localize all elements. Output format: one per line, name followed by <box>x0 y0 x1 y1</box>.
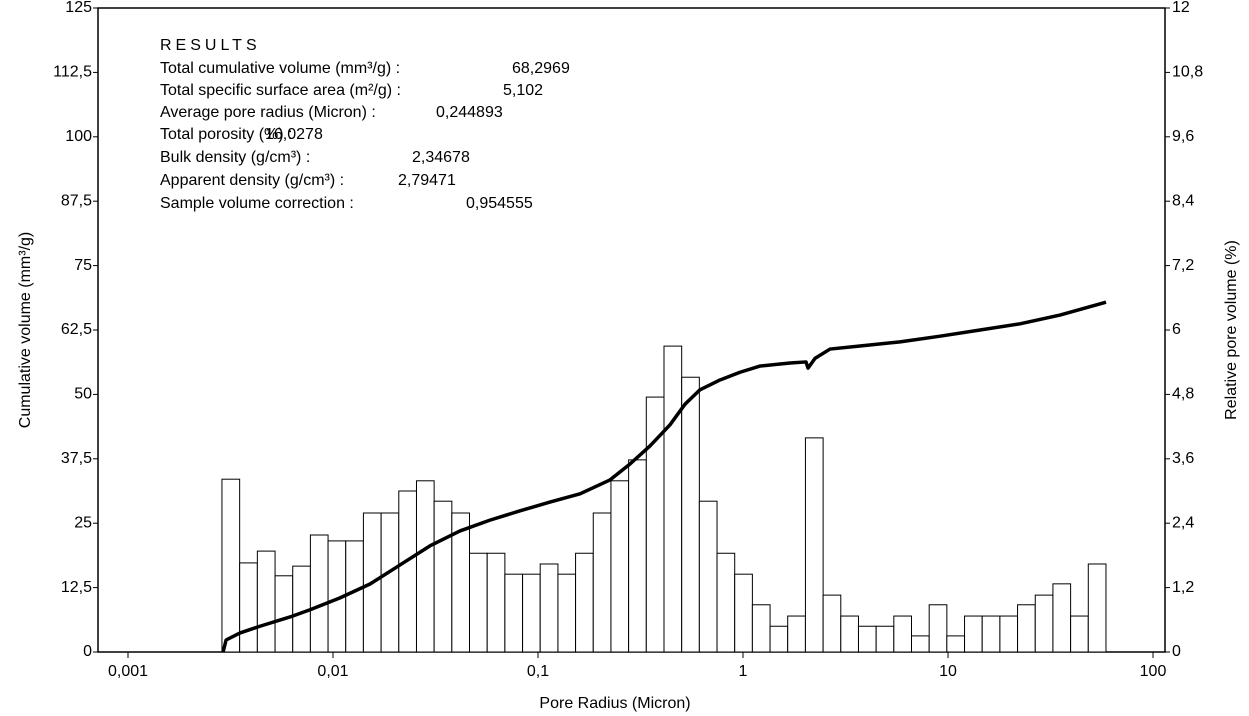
histogram-bar <box>1052 583 1072 653</box>
y-tick-label: 75 <box>74 257 92 274</box>
y-tick-label: 125 <box>65 0 92 16</box>
result-label: Sample volume correction : <box>160 195 354 212</box>
y2-axis-label: Relative pore volume (%) <box>1223 240 1240 420</box>
x-axis-label: Pore Radius (Micron) <box>539 695 690 712</box>
histogram-bar <box>575 552 594 653</box>
y2-tick-label: 1,2 <box>1172 579 1194 596</box>
histogram-bar <box>274 575 294 653</box>
histogram-bar <box>857 625 877 653</box>
result-label: Apparent density (g/cm³) : <box>160 172 345 189</box>
histogram-bar <box>681 376 700 653</box>
histogram-bar <box>946 635 966 653</box>
y2-tick-label: 7,2 <box>1172 257 1194 274</box>
histogram-bar <box>415 480 435 653</box>
y-tick-label: 112,5 <box>53 64 92 81</box>
result-label: Total specific surface area (m²/g) : <box>160 82 401 99</box>
histogram-bar <box>663 345 683 653</box>
histogram-bar <box>787 615 806 653</box>
y2-tick-label: 0 <box>1172 643 1181 660</box>
histogram-bar <box>539 563 559 653</box>
histogram-bar <box>964 615 983 653</box>
result-label: Total cumulative volume (mm³/g) : <box>160 60 401 77</box>
histogram-bar <box>433 500 453 653</box>
histogram-bar <box>822 594 842 653</box>
histogram-bar <box>469 552 488 653</box>
y2-tick-label: 8,4 <box>1172 192 1194 209</box>
histogram-bar <box>522 573 541 653</box>
histogram-bar <box>256 550 276 653</box>
histogram-bar <box>628 459 647 653</box>
y-tick-label: 100 <box>65 128 92 145</box>
histogram-bar <box>557 573 577 653</box>
result-value: 0,954555 <box>466 195 533 212</box>
histogram-bar <box>592 512 612 653</box>
results-title: RESULTS <box>160 37 261 54</box>
histogram-bar <box>928 604 948 653</box>
y-tick-label: 0 <box>83 643 92 660</box>
result-value: 0,244893 <box>436 104 503 121</box>
histogram-bar <box>486 552 506 653</box>
histogram-bar <box>1017 604 1036 653</box>
histogram-bar <box>380 512 400 653</box>
histogram-bar <box>751 604 771 653</box>
result-value: 2,79471 <box>398 172 456 189</box>
result-label: Average pore radius (Micron) : <box>160 104 376 121</box>
result-value: 68,2969 <box>512 60 570 77</box>
y2-tick-label: 2,4 <box>1172 514 1194 531</box>
y2-tick-label: 12 <box>1172 0 1190 16</box>
result-value: 16,0278 <box>265 126 323 143</box>
histogram-bar <box>221 478 241 653</box>
y-tick-label: 50 <box>74 386 92 403</box>
y2-tick-label: 3,6 <box>1172 450 1194 467</box>
x-tick-label: 0,01 <box>317 663 348 680</box>
x-tick-label: 1 <box>739 663 748 680</box>
histogram-bar <box>345 540 364 653</box>
y2-tick-label: 6 <box>1172 321 1181 338</box>
x-tick-label: 0,001 <box>108 663 148 680</box>
histogram-bar <box>698 500 718 653</box>
result-value: 5,102 <box>503 82 544 99</box>
histogram-bar <box>981 615 1001 653</box>
y-tick-label: 87,5 <box>61 192 92 209</box>
histogram-bar <box>911 635 930 653</box>
histogram-bar <box>716 552 736 653</box>
histogram-bar <box>610 480 630 653</box>
histogram-bar <box>893 615 913 653</box>
result-label: Total porosity (%) : <box>160 126 293 143</box>
histogram-bar <box>840 615 859 653</box>
y2-tick-label: 10,8 <box>1172 64 1203 81</box>
histogram-bar <box>239 562 258 653</box>
cumulative-line <box>221 300 1107 653</box>
histogram-bar <box>504 573 524 653</box>
y-tick-label: 12,5 <box>61 579 92 596</box>
histogram-bar <box>1070 615 1089 653</box>
result-value: 2,34678 <box>412 149 470 166</box>
y2-tick-label: 9,6 <box>1172 128 1194 145</box>
histogram-bar <box>734 573 753 653</box>
y-axis-label: Cumulative volume (mm³/g) <box>17 232 34 428</box>
histogram-bar <box>1034 594 1054 653</box>
y2-tick-label: 4,8 <box>1172 386 1194 403</box>
result-label: Bulk density (g/cm³) : <box>160 149 311 166</box>
y-tick-label: 62,5 <box>61 321 92 338</box>
x-tick-label: 100 <box>1140 663 1167 680</box>
histogram-bar <box>875 625 895 653</box>
y-tick-label: 25 <box>74 514 92 531</box>
x-tick-label: 10 <box>939 663 957 680</box>
histogram-bar <box>769 625 789 653</box>
histogram-bar <box>804 437 824 653</box>
histogram-bar <box>398 490 417 653</box>
x-tick-label: 0,1 <box>527 663 549 680</box>
y-tick-label: 37,5 <box>61 450 92 467</box>
histogram-bar <box>309 534 329 653</box>
histogram-bar <box>999 615 1019 653</box>
histogram-bar <box>1087 563 1107 653</box>
